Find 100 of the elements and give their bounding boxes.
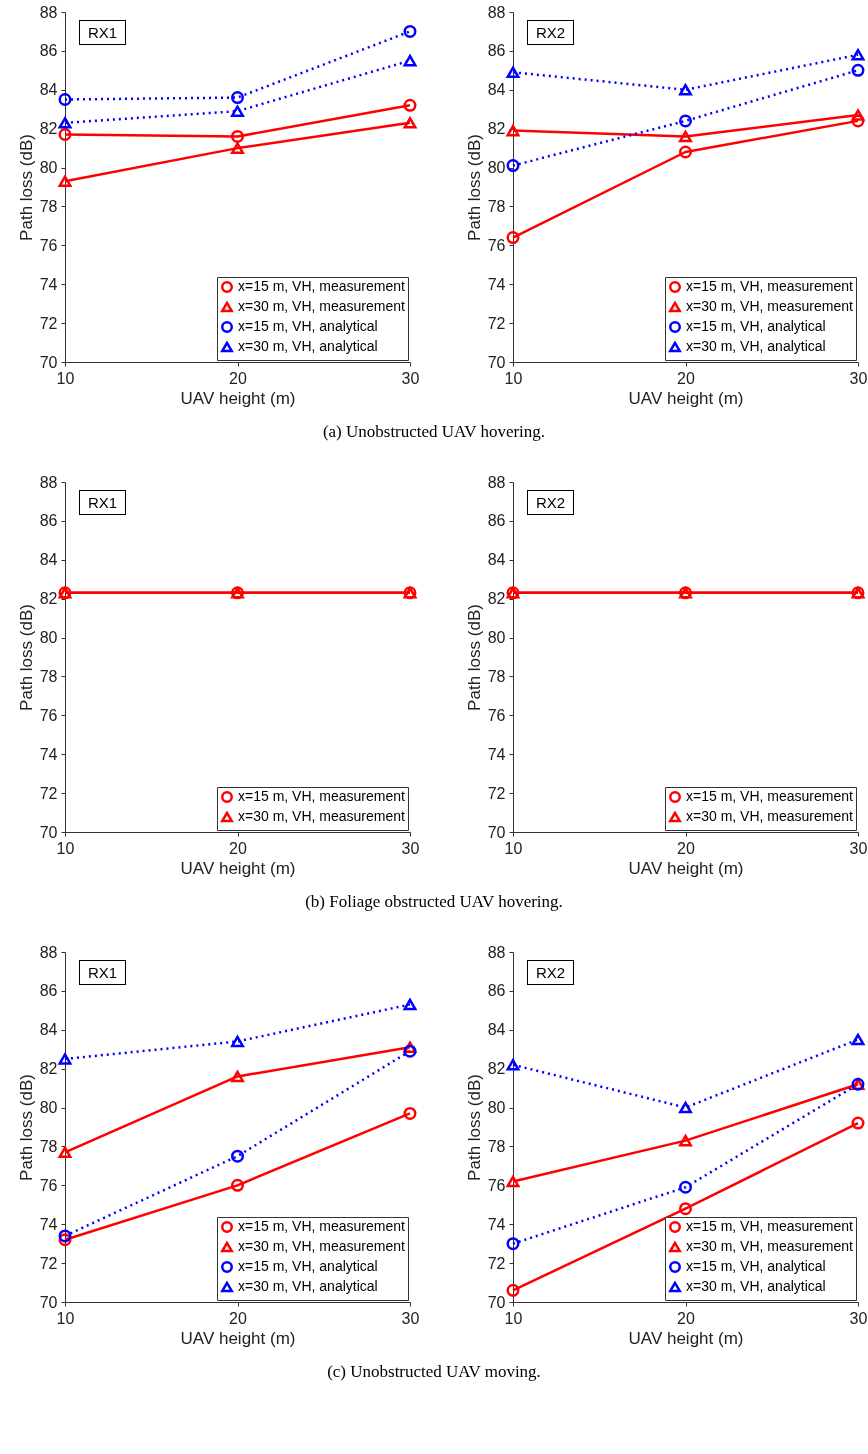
y-axis-title: Path loss (dB) bbox=[464, 1074, 484, 1181]
y-tick-label: 86 bbox=[39, 42, 58, 60]
y-tick-label: 74 bbox=[39, 275, 58, 293]
legend-label: x=15 m, VH, analytical bbox=[686, 318, 826, 334]
annotation: RX2 bbox=[527, 960, 575, 985]
y-tick-label: 86 bbox=[487, 982, 506, 1000]
x-axis-title: UAV height (m) bbox=[180, 388, 296, 408]
x-axis-title: UAV height (m) bbox=[628, 1328, 744, 1348]
y-tick-label: 74 bbox=[487, 745, 506, 763]
y-tick-label: 80 bbox=[487, 159, 506, 177]
annotation: RX1 bbox=[79, 20, 127, 45]
y-tick-label: 72 bbox=[487, 784, 506, 802]
x-axis-title: UAV height (m) bbox=[628, 388, 744, 408]
y-tick-label: 84 bbox=[39, 551, 58, 569]
legend-label: x=30 m, VH, measurement bbox=[686, 1238, 854, 1254]
y-tick-label: 76 bbox=[39, 706, 58, 724]
x-tick-label: 30 bbox=[401, 1309, 420, 1327]
y-tick-label: 70 bbox=[39, 353, 58, 371]
annotation: RX1 bbox=[79, 960, 127, 985]
x-axis-title: UAV height (m) bbox=[628, 858, 744, 878]
legend-label: x=30 m, VH, measurement bbox=[686, 298, 854, 314]
x-tick-label: 10 bbox=[504, 369, 523, 387]
y-tick-label: 84 bbox=[487, 551, 506, 569]
y-tick-label: 80 bbox=[487, 629, 506, 647]
legend-label: x=15 m, VH, analytical bbox=[686, 1258, 826, 1274]
y-tick-label: 88 bbox=[487, 943, 506, 961]
x-tick-label: 30 bbox=[849, 839, 868, 857]
text: (b) Foliage obstructed UAV hovering. bbox=[305, 892, 563, 911]
x-tick-label: 20 bbox=[229, 1309, 247, 1327]
y-tick-label: 74 bbox=[487, 1215, 506, 1233]
y-tick-label: 82 bbox=[39, 1060, 58, 1078]
y-tick-label: 82 bbox=[39, 120, 58, 138]
legend-label: x=30 m, VH, analytical bbox=[238, 338, 378, 354]
y-tick-label: 76 bbox=[487, 236, 506, 254]
x-tick-label: 10 bbox=[56, 369, 75, 387]
legend-label: x=15 m, VH, measurement bbox=[686, 1218, 854, 1234]
y-tick-label: 72 bbox=[39, 784, 58, 802]
y-tick-label: 78 bbox=[487, 197, 506, 215]
y-tick-label: 88 bbox=[487, 473, 506, 491]
y-axis-title: Path loss (dB) bbox=[464, 604, 484, 711]
y-tick-label: 82 bbox=[487, 1060, 506, 1078]
x-tick-label: 30 bbox=[849, 1309, 868, 1327]
y-tick-label: 82 bbox=[487, 120, 506, 138]
x-tick-label: 30 bbox=[849, 369, 868, 387]
y-tick-label: 84 bbox=[39, 81, 58, 99]
legend-label: x=15 m, VH, measurement bbox=[238, 278, 406, 294]
legend-label: x=30 m, VH, analytical bbox=[238, 1278, 378, 1294]
text: (c) Unobstructed UAV moving. bbox=[327, 1362, 541, 1381]
x-tick-label: 20 bbox=[229, 839, 247, 857]
x-tick-label: 10 bbox=[504, 839, 523, 857]
x-axis-title: UAV height (m) bbox=[180, 1328, 296, 1348]
y-tick-label: 82 bbox=[39, 590, 58, 608]
y-tick-label: 88 bbox=[39, 3, 58, 21]
legend-label: x=30 m, VH, analytical bbox=[686, 1278, 826, 1294]
legend-label: x=15 m, VH, measurement bbox=[686, 788, 854, 804]
legend-label: x=15 m, VH, measurement bbox=[686, 278, 854, 294]
y-tick-label: 80 bbox=[39, 629, 58, 647]
y-tick-label: 74 bbox=[487, 275, 506, 293]
y-tick-label: 70 bbox=[39, 1293, 58, 1311]
y-tick-label: 84 bbox=[39, 1021, 58, 1039]
text: (a) Unobstructed UAV hovering. bbox=[322, 422, 546, 441]
y-tick-label: 76 bbox=[39, 1176, 58, 1194]
legend-label: x=30 m, VH, measurement bbox=[686, 808, 854, 824]
x-tick-label: 20 bbox=[677, 1309, 695, 1327]
y-tick-label: 72 bbox=[39, 314, 58, 332]
y-tick-label: 72 bbox=[487, 314, 506, 332]
annotation: RX2 bbox=[527, 490, 575, 515]
y-tick-label: 86 bbox=[487, 42, 506, 60]
x-tick-label: 30 bbox=[401, 369, 420, 387]
y-tick-label: 86 bbox=[39, 512, 58, 530]
y-tick-label: 80 bbox=[487, 1099, 506, 1117]
y-axis-title: Path loss (dB) bbox=[16, 604, 36, 711]
y-tick-label: 74 bbox=[39, 1215, 58, 1233]
legend-label: x=15 m, VH, measurement bbox=[238, 1218, 406, 1234]
y-tick-label: 88 bbox=[487, 3, 506, 21]
legend-label: x=15 m, VH, analytical bbox=[238, 1258, 378, 1274]
y-tick-label: 76 bbox=[39, 236, 58, 254]
y-tick-label: 80 bbox=[39, 1099, 58, 1117]
y-tick-label: 74 bbox=[39, 745, 58, 763]
y-tick-label: 78 bbox=[487, 1137, 506, 1155]
y-tick-label: 84 bbox=[487, 1021, 506, 1039]
y-tick-label: 78 bbox=[39, 667, 58, 685]
annotation: RX1 bbox=[79, 490, 127, 515]
y-tick-label: 88 bbox=[39, 943, 58, 961]
legend-label: x=30 m, VH, measurement bbox=[238, 298, 406, 314]
y-tick-label: 78 bbox=[39, 1137, 58, 1155]
x-tick-label: 20 bbox=[677, 369, 695, 387]
x-axis-title: UAV height (m) bbox=[180, 858, 296, 878]
y-tick-label: 70 bbox=[487, 823, 506, 841]
y-axis-title: Path loss (dB) bbox=[16, 1074, 36, 1181]
legend-label: x=15 m, VH, measurement bbox=[238, 788, 406, 804]
y-tick-label: 76 bbox=[487, 1176, 506, 1194]
x-tick-label: 30 bbox=[401, 839, 420, 857]
y-tick-label: 84 bbox=[487, 81, 506, 99]
x-tick-label: 20 bbox=[229, 369, 247, 387]
legend-label: x=30 m, VH, measurement bbox=[238, 1238, 406, 1254]
y-tick-label: 76 bbox=[487, 706, 506, 724]
x-tick-label: 10 bbox=[504, 1309, 523, 1327]
y-tick-label: 78 bbox=[487, 667, 506, 685]
y-axis-title: Path loss (dB) bbox=[464, 134, 484, 241]
